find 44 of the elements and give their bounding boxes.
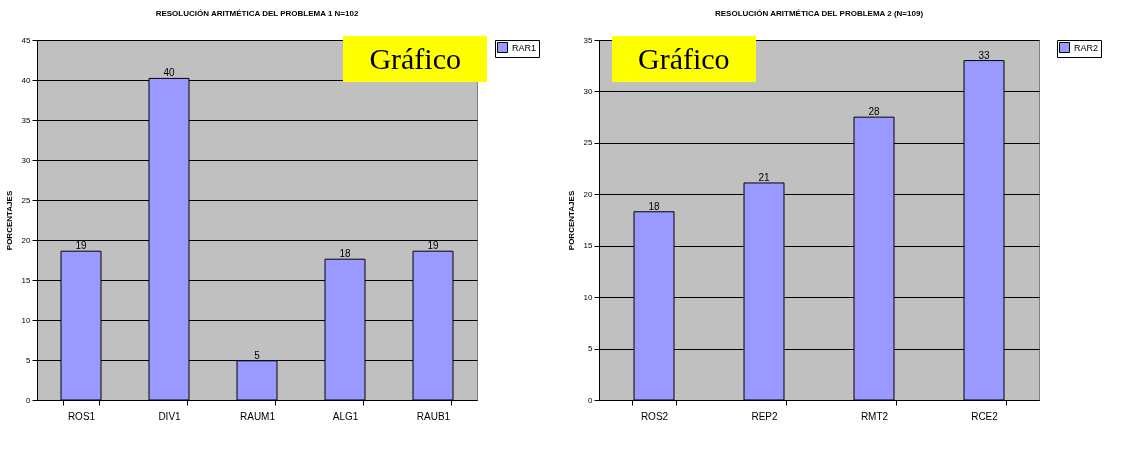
x-tick-label: RMT2 xyxy=(860,410,889,422)
data-label: 33 xyxy=(978,49,990,61)
y-tick-label: 10 xyxy=(583,292,594,302)
y-tick-label: 35 xyxy=(21,115,32,125)
x-tick-label: RCE2 xyxy=(971,410,999,422)
y-tick-label: 10 xyxy=(21,315,32,325)
y-tick-label: 25 xyxy=(21,195,32,205)
data-label: 5 xyxy=(254,349,261,361)
data-label: 19 xyxy=(75,240,87,252)
x-tick-label: ALG1 xyxy=(332,410,359,422)
data-label: 18 xyxy=(339,248,351,260)
legend-label: RAR2 xyxy=(1074,42,1099,53)
x-tick-label: RAUM1 xyxy=(239,410,276,422)
annotation: Gráfico xyxy=(612,36,756,82)
x-tick-label: RAUB1 xyxy=(416,410,451,422)
y-tick-label: 30 xyxy=(583,86,594,96)
x-tick-label: DIV1 xyxy=(158,410,182,422)
data-label: 40 xyxy=(163,67,175,79)
data-label: 18 xyxy=(648,200,660,212)
y-axis-title: PORCENTAJES xyxy=(4,190,14,251)
legend-label: RAR1 xyxy=(512,42,537,53)
y-tick-label: 15 xyxy=(21,275,32,285)
data-label: 21 xyxy=(758,171,770,183)
y-tick-label: 30 xyxy=(21,155,32,165)
y-axis-title: PORCENTAJES xyxy=(566,190,576,251)
x-tick-label: REP2 xyxy=(751,410,778,422)
y-tick-label: 5 xyxy=(26,355,32,365)
chart-title: RESOLUCIÓN ARITMÉTICA DEL PROBLEMA 2 (N=109) xyxy=(714,9,924,18)
y-tick-label: 45 xyxy=(21,35,32,45)
y-tick-label: 5 xyxy=(588,344,594,354)
data-label: 19 xyxy=(427,240,439,252)
x-tick-label: ROS2 xyxy=(640,410,669,422)
y-tick-label: 25 xyxy=(583,138,594,148)
y-tick-label: 35 xyxy=(583,35,594,45)
y-tick-label: 20 xyxy=(21,235,32,245)
x-tick-label: ROS1 xyxy=(67,410,96,422)
y-tick-label: 0 xyxy=(588,395,594,405)
chart-title: RESOLUCIÓN ARITMÉTICA DEL PROBLEMA 1 N=102 xyxy=(155,9,359,18)
y-tick-label: 20 xyxy=(583,189,594,199)
y-tick-label: 40 xyxy=(21,75,32,85)
y-tick-label: 0 xyxy=(26,395,32,405)
annotation: Gráfico xyxy=(343,36,487,82)
y-tick-label: 15 xyxy=(583,241,594,251)
data-label: 28 xyxy=(868,106,880,118)
